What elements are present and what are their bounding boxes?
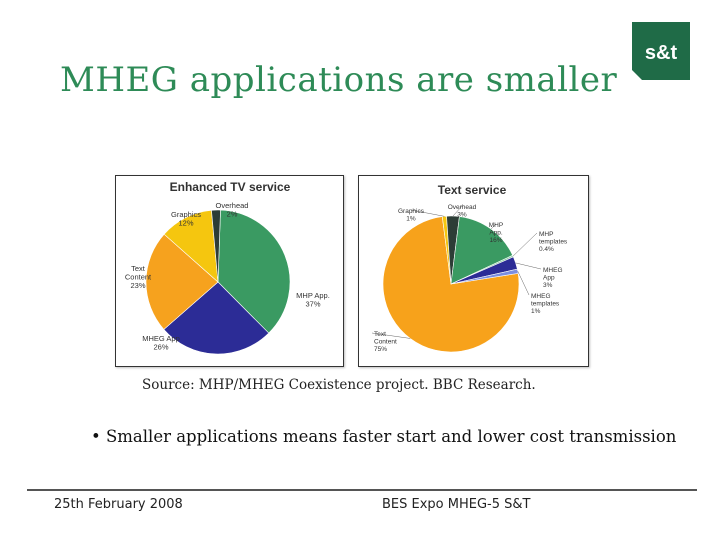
- slice-label-overhead: Overhead 2%: [216, 201, 249, 219]
- chart-title: Enhanced TV service: [170, 180, 291, 194]
- leader-line-mhp-templates: [512, 232, 538, 257]
- text-service-pie-chart: Text service Text Content 75% Graphics 1% Over…: [371, 183, 568, 353]
- slice-label-mheg-app: MHEG App 3%: [543, 267, 563, 289]
- pie-slice-mheg-templates: [450, 268, 519, 285]
- enhanced-tv-chart: Enhanced TV service MHP App. 37% MHEG App 26…: [115, 175, 344, 367]
- slice-label-overhead: Overhead 3%: [448, 204, 477, 219]
- enhanced-tv-pie-chart: Enhanced TV service MHP App. 37% MHEG App 26…: [125, 180, 330, 355]
- slice-label-mhp-app: MHP App. 37%: [296, 291, 330, 309]
- chart-title: Text service: [438, 183, 507, 197]
- logo-text: s&t: [645, 42, 678, 64]
- text-service-chart: Text service Text Content 75% Graphics 1% Over…: [358, 175, 589, 367]
- slice-label-graphics: Graphics 12%: [171, 210, 201, 228]
- source-citation: Source: MHP/MHEG Coexistence project. BB…: [142, 377, 536, 393]
- footer-date: 25th February 2008: [54, 497, 183, 512]
- bullet-point: • Smaller applications means faster star…: [91, 427, 677, 446]
- footer-divider: [27, 489, 697, 491]
- leader-line-mheg-templates: [517, 271, 530, 296]
- leader-line-overhead: [452, 205, 463, 217]
- logo-badge-icon: s&t: [632, 22, 690, 80]
- slice-label-mhp-app: MHP App. 16%: [489, 222, 503, 244]
- slice-label-text-content: Text Content 23%: [125, 264, 152, 290]
- leader-line-text-content: [371, 332, 411, 339]
- slice-label-mhp-templates: MHP templates 0.4%: [539, 231, 568, 253]
- pie-slice-mhp-app: [217, 209, 291, 334]
- pie-slice-mhp-app: [450, 216, 514, 285]
- slice-label-graphics: Graphics 1%: [398, 208, 425, 223]
- leader-line-mheg-app: [515, 262, 542, 270]
- leader-line-graphics: [410, 209, 445, 217]
- slice-label-mheg-templates: MHEG templates 1%: [531, 293, 560, 315]
- slice-label-mheg-app: MHEG App 26%: [142, 334, 180, 352]
- slide-title: MHEG applications are smaller: [60, 60, 618, 100]
- st-logo: s&t: [632, 22, 690, 80]
- footer-event: BES Expo MHEG-5 S&T: [382, 497, 531, 512]
- pie-slice-mheg-app: [163, 281, 270, 355]
- leader-line-mhp-app: [490, 223, 497, 230]
- pie-slice-text-content: [145, 233, 219, 330]
- pie-slice-overhead: [211, 209, 221, 283]
- slice-label-text-content: Text Content 75%: [374, 331, 397, 353]
